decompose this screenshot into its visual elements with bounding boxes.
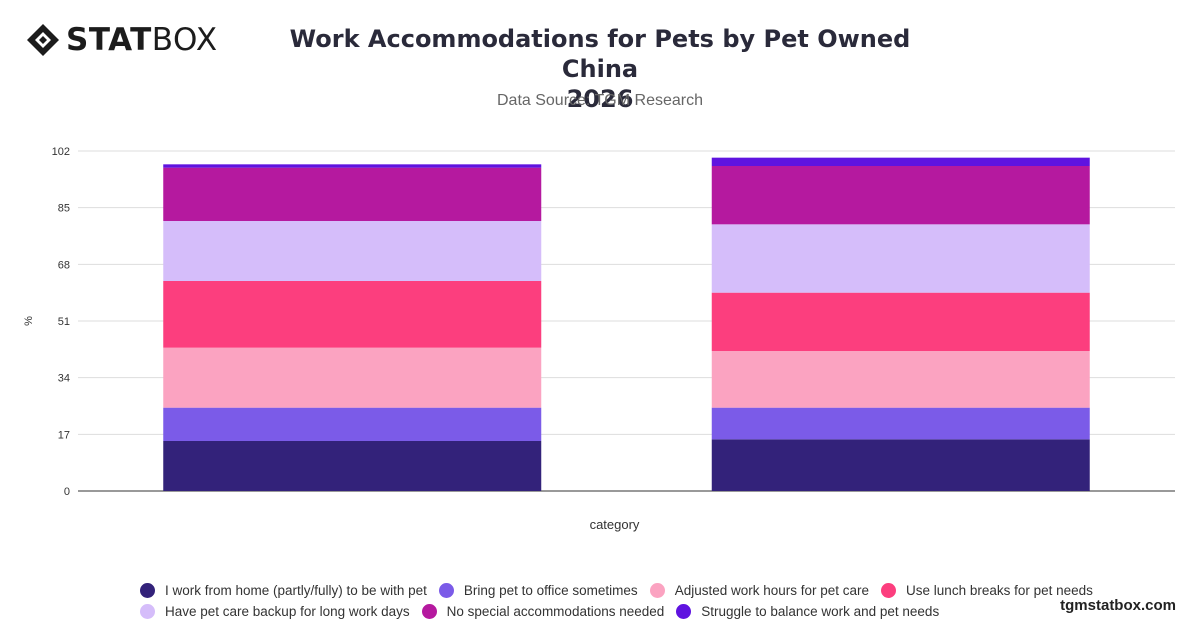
stacked-bar-chart: 0 17 34 51 68 85 102% category (23, 146, 1175, 532)
bar-segment (711, 157, 1090, 166)
legend-item[interactable]: Adjusted work hours for pet care (649, 583, 870, 598)
chart-title: Work Accommodations for Pets by Pet Owne… (250, 24, 950, 114)
legend-item[interactable]: Bring pet to office sometimes (438, 583, 638, 598)
y-tick-label: 0 (64, 486, 70, 498)
legend-swatch (140, 583, 155, 598)
legend-swatch (438, 583, 454, 598)
legend-label: No special accommodations needed (446, 604, 665, 619)
chart-legend: I work from home (partly/fully) to be wi… (140, 580, 1120, 622)
bar-segment (711, 439, 1090, 491)
statbox-logo: STATBOX (26, 22, 218, 58)
chart-title-line2: 2026 (566, 85, 634, 113)
y-tick-label: 102 (52, 146, 70, 158)
x-axis-label: category (590, 517, 640, 532)
legend-swatch (676, 604, 692, 619)
y-tick-label: 68 (58, 259, 70, 271)
diamond-logo-icon (27, 24, 59, 56)
legend-item[interactable]: Use lunch breaks for pet needs (881, 583, 1093, 598)
legend-item[interactable]: Struggle to balance work and pet needs (676, 604, 939, 619)
y-tick-label: 51 (58, 316, 70, 328)
chart-subtitle: Data Source: TGM Research (496, 92, 703, 109)
legend-label: Bring pet to office sometimes (463, 583, 638, 598)
bar-segment (163, 167, 542, 221)
watermark: tgmstatbox.com (1060, 597, 1176, 614)
legend-swatch (421, 604, 437, 619)
bar-segment (163, 407, 542, 441)
legend-swatch (881, 583, 897, 598)
bar-segment (163, 281, 542, 348)
legend-label: Have pet care backup for long work days (165, 604, 410, 619)
bar-segment (711, 351, 1090, 408)
legend-row: Have pet care backup for long work days N… (140, 601, 1120, 622)
legend-row: I work from home (partly/fully) to be wi… (140, 580, 1120, 601)
y-tick-label: 34 (58, 373, 70, 385)
brand-name-regular: BOX (151, 22, 218, 58)
bar-segment (163, 347, 542, 408)
legend-label: Adjusted work hours for pet care (674, 583, 870, 598)
legend-label: I work from home (partly/fully) to be wi… (165, 583, 427, 598)
y-axis-label: % (23, 316, 35, 326)
brand-name-bold: STAT (66, 22, 152, 58)
bar-segment (711, 166, 1090, 225)
legend-item[interactable]: I work from home (partly/fully) to be wi… (140, 583, 427, 598)
bar-segment (163, 221, 542, 281)
legend-label: Use lunch breaks for pet needs (906, 583, 1093, 598)
bar-segment (711, 224, 1090, 293)
legend-swatch (140, 604, 155, 619)
legend-label: Struggle to balance work and pet needs (701, 604, 940, 619)
bar-segment (163, 164, 542, 168)
bar-segment (163, 441, 542, 491)
brand-name: STATBOX (66, 22, 218, 58)
legend-item[interactable]: Have pet care backup for long work days (140, 604, 410, 619)
bar-segment (711, 292, 1090, 351)
y-tick-label: 17 (58, 429, 70, 441)
legend-swatch (649, 583, 665, 598)
chart-title-line1: Work Accommodations for Pets by Pet Owne… (289, 25, 911, 83)
y-tick-label: 85 (58, 203, 70, 215)
bar-segment (711, 407, 1090, 440)
legend-item[interactable]: No special accommodations needed (421, 604, 665, 619)
